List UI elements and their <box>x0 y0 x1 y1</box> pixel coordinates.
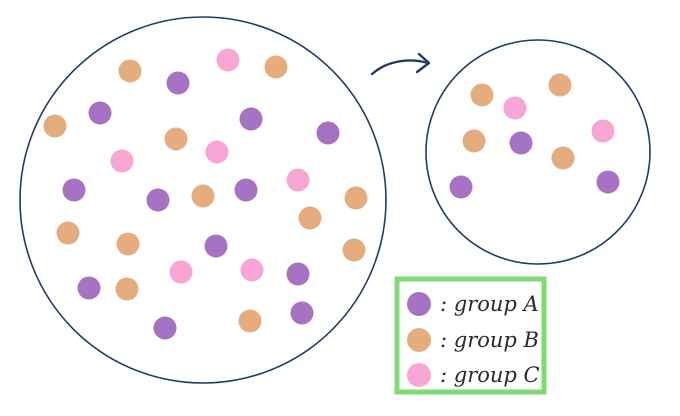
legend: : group A : group B : group C <box>394 276 547 395</box>
population-dot-group-a <box>62 178 86 202</box>
legend-border <box>394 276 547 395</box>
population-dot-group-b <box>264 55 288 79</box>
population-dot-group-a <box>146 188 170 212</box>
sample-dot-group-b <box>470 83 494 107</box>
population-dot-group-b <box>342 238 366 262</box>
legend-label-group-b: : group B <box>440 328 539 352</box>
legend-dot-group-c <box>407 363 431 387</box>
arrowhead-icon <box>415 52 431 74</box>
population-dot-group-b <box>238 309 262 333</box>
arrow-icon <box>370 59 430 76</box>
population-dot-group-b <box>298 206 322 230</box>
population-dot-group-c <box>286 168 310 192</box>
population-dot-group-a <box>153 316 177 340</box>
sample-dot-group-c <box>503 96 527 120</box>
sample-dot-group-b <box>462 129 486 153</box>
population-dot-group-a <box>234 178 258 202</box>
population-circle <box>19 16 387 384</box>
sample-dots <box>449 73 620 199</box>
population-dot-group-b <box>191 184 215 208</box>
sample-dot-group-b <box>548 73 572 97</box>
sample-dot-group-a <box>596 170 620 194</box>
population-dot-group-a <box>88 101 112 125</box>
population-dots <box>43 48 368 340</box>
population-dot-group-a <box>204 234 228 258</box>
population-dot-group-b <box>164 127 188 151</box>
population-dot-group-a <box>77 276 101 300</box>
sample-dot-group-b <box>551 146 575 170</box>
population-dot-group-c <box>205 140 229 164</box>
population-dot-group-b <box>116 232 140 256</box>
sample-dot-group-a <box>509 131 533 155</box>
population-dot-group-c <box>169 260 193 284</box>
population-dot-group-c <box>240 258 264 282</box>
sample-circle <box>425 39 651 265</box>
population-dot-group-a <box>316 121 340 145</box>
population-dot-group-b <box>118 59 142 83</box>
population-dot-group-b <box>115 277 139 301</box>
sample-dot-group-c <box>591 119 615 143</box>
population-dot-group-c <box>216 48 240 72</box>
population-dot-group-a <box>239 107 263 131</box>
legend-dot-group-a <box>407 292 431 316</box>
population-dot-group-c <box>110 149 134 173</box>
legend-dot-group-b <box>407 328 431 352</box>
population-dot-group-b <box>344 186 368 210</box>
population-dot-group-a <box>286 262 310 286</box>
population-dot-group-b <box>43 114 67 138</box>
population-dot-group-b <box>56 221 80 245</box>
population-dot-group-a <box>290 301 314 325</box>
population-dot-group-a <box>166 71 190 95</box>
legend-label-group-a: : group A <box>440 292 539 316</box>
sample-dot-group-a <box>449 175 473 199</box>
legend-label-group-c: : group C <box>440 363 540 387</box>
